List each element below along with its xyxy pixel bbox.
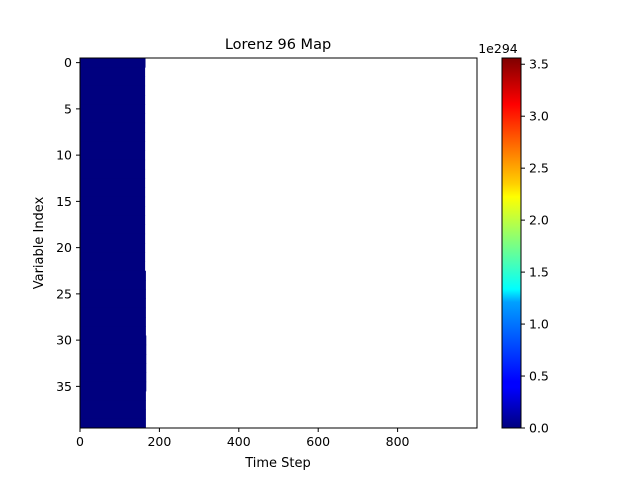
x-tick-label: 200 [147,434,171,449]
heatmap-row-0 [80,58,146,68]
colorbar-tick-label: 2.0 [529,213,549,228]
y-tick-label: 30 [56,333,72,348]
heatmap-row-27 [80,307,146,318]
heatmap-row-8 [80,132,146,142]
chart-title: Lorenz 96 Map [225,37,331,53]
heatmap-row-5 [80,104,146,114]
y-axis: 0 5 10 15 20 25 30 35 [56,55,80,394]
colorbar-tick-label: 1.0 [529,317,549,332]
heatmap-row-9 [80,141,146,151]
heatmap-row-38 [80,409,146,420]
colorbar-axis: 0.0 0.5 1.0 1.5 2.0 2.5 3.0 3.5 [521,57,549,436]
plot-frame [79,57,478,429]
colorbar-tick-label: 0.5 [529,369,549,384]
y-tick-label: 25 [56,286,72,301]
heatmap-row-34 [80,372,147,383]
heatmap-row-2 [80,76,146,87]
heatmap-row-6 [80,113,146,124]
heatmap-row-35 [80,381,147,392]
heatmap-row-37 [80,400,146,410]
heatmap-row-19 [80,233,146,244]
heatmap-row-11 [80,159,146,170]
heatmap-row-25 [80,289,146,299]
heatmap-row-21 [80,252,146,262]
x-tick-label: 600 [306,434,330,449]
y-tick-label: 35 [56,379,72,394]
heatmap-row-3 [80,85,146,96]
heatmap-row-22 [80,261,146,272]
x-axis: 0 200 400 600 800 [76,428,410,449]
heatmap-row-29 [80,326,146,336]
heatmap-row-30 [80,335,147,346]
colorbar-tick-label: 2.5 [529,161,549,176]
heatmap-row-20 [80,243,146,253]
heatmap-row-26 [80,298,146,309]
x-tick-label: 0 [76,434,84,449]
y-tick-label: 10 [56,148,72,163]
heatmap-row-31 [80,344,147,355]
heatmap-row-4 [80,95,146,105]
x-tick-label: 400 [227,434,251,449]
colorbar-gradient [501,57,522,429]
colorbar-tick-label: 0.0 [529,421,549,436]
heatmap-row-32 [80,354,147,364]
heatmap-row-7 [80,122,146,133]
heatmap-cells [80,58,147,429]
heatmap-row-12 [80,169,146,179]
heatmap-row-1 [80,67,146,77]
colorbar-multiplier: 1e294 [478,41,518,56]
heatmap-row-15 [80,196,146,207]
heatmap-row-36 [80,391,146,401]
y-axis-label: Variable Index [32,196,47,289]
y-tick-label: 5 [64,101,72,116]
colorbar-tick-label: 3.5 [529,57,549,72]
heatmap-row-10 [80,150,146,161]
heatmap-row-33 [80,363,147,373]
heatmap-row-16 [80,206,146,216]
y-tick-label: 0 [64,55,72,70]
colorbar-tick-label: 3.0 [529,109,549,124]
heatmap-row-23 [80,270,146,281]
heatmap-row-13 [80,178,146,188]
y-tick-label: 15 [56,194,72,209]
x-axis-label: Time Step [244,456,311,471]
heatmap-row-14 [80,187,146,198]
x-tick-label: 800 [386,434,410,449]
colorbar-tick-label: 1.5 [529,265,549,280]
heatmap-row-39 [80,418,146,429]
heatmap-row-18 [80,224,146,235]
y-tick-label: 20 [56,240,72,255]
heatmap-row-17 [80,215,146,225]
heatmap-row-24 [80,280,146,290]
heatmap-row-28 [80,317,146,327]
